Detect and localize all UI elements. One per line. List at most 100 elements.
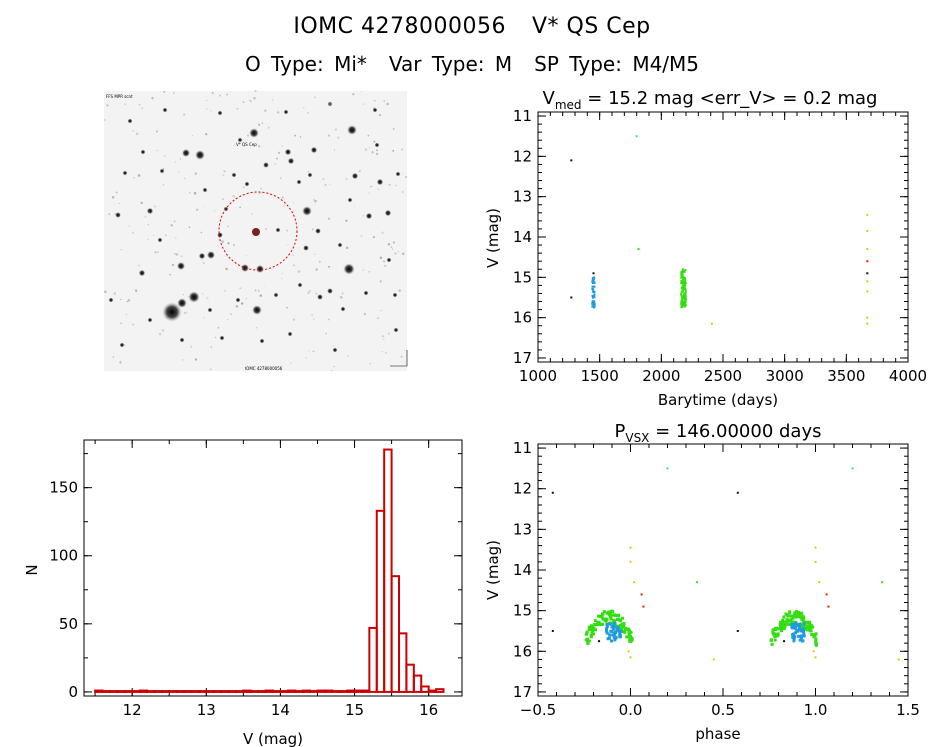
phase-point [624, 627, 628, 631]
phase-point [666, 467, 669, 470]
phase-point [589, 625, 593, 629]
finder-faint-star [306, 111, 310, 115]
phase-point [599, 614, 603, 618]
histogram-bar [323, 689, 334, 693]
sp-type: SP Type: M4/M5 [534, 52, 700, 76]
finder-star [249, 128, 259, 138]
phase-point [772, 632, 776, 636]
data-point [681, 273, 684, 276]
finder-faint-star [281, 196, 284, 199]
finder-faint-star [178, 171, 180, 173]
finder-faint-star [213, 209, 216, 212]
data-point [680, 281, 683, 284]
finder-star [287, 331, 293, 337]
finder-star [244, 181, 250, 187]
finder-star [327, 288, 333, 294]
finder-faint-star [398, 289, 401, 292]
phase-point [608, 611, 612, 615]
phase-point [589, 627, 593, 631]
finder-faint-star [157, 251, 159, 253]
finder-faint-star [290, 362, 292, 364]
finder-faint-star [126, 300, 129, 303]
finder-faint-star [371, 151, 374, 154]
phase-point [798, 611, 802, 615]
data-point [591, 295, 594, 298]
finder-star [395, 171, 401, 177]
data-point [680, 292, 683, 295]
finder-faint-star [333, 149, 336, 151]
finder-star [374, 142, 380, 148]
phase-point [801, 630, 805, 634]
data-point [866, 229, 869, 232]
phase-point [801, 639, 805, 643]
phase-point [608, 614, 612, 618]
finder-faint-star [210, 110, 212, 112]
data-point [684, 289, 687, 292]
finder-faint-star [141, 107, 143, 109]
y-tick-label: 50 [59, 615, 78, 633]
phase-point [608, 621, 612, 625]
finder-faint-star [377, 188, 379, 191]
phase-point [589, 633, 593, 637]
finder-faint-star [360, 235, 363, 238]
phase-point [608, 622, 612, 626]
phase-point [604, 619, 608, 623]
data-point [683, 300, 686, 303]
phase-point [612, 622, 616, 626]
finder-faint-star [319, 260, 321, 263]
finder-star [237, 137, 243, 143]
finder-faint-star [147, 223, 150, 226]
x-tick-label: −0.5 [520, 701, 556, 719]
finder-faint-star [294, 134, 297, 137]
phase-point [802, 626, 806, 630]
finder-star [393, 327, 399, 333]
finder-faint-star [362, 269, 365, 271]
finder-faint-star [362, 214, 364, 217]
finder-faint-star [390, 246, 393, 248]
finder-faint-star [232, 194, 235, 198]
finder-star [179, 337, 185, 343]
phase-point [800, 615, 804, 619]
finder-faint-star [286, 306, 288, 309]
histogram-bar [420, 685, 430, 693]
phase-point [614, 624, 618, 628]
phase-title: PVSX = 146.00000 days [615, 421, 822, 445]
finder-faint-star [358, 170, 362, 173]
finder-faint-star [215, 336, 217, 339]
finder-faint-star [103, 119, 106, 121]
y-tick-label: 13 [513, 188, 532, 206]
data-point [684, 296, 687, 299]
data-point [681, 298, 684, 301]
data-point [683, 294, 686, 297]
finder-star [273, 292, 279, 298]
phase-point [619, 623, 623, 627]
phase-point [587, 628, 591, 632]
finder-faint-star [183, 113, 186, 116]
finder-star [307, 172, 313, 178]
finder-star [207, 251, 215, 259]
phase-point [813, 633, 817, 637]
data-point [680, 287, 683, 290]
y-tick-label: 15 [513, 268, 532, 286]
phase-point [800, 628, 804, 632]
phase-point [792, 623, 796, 627]
data-point [680, 273, 683, 276]
data-point [684, 282, 687, 285]
data-point [592, 290, 595, 293]
finder-faint-star [248, 99, 250, 101]
phase-point [601, 622, 605, 626]
data-point [681, 275, 684, 278]
finder-faint-star [375, 152, 379, 156]
finder-faint-star [106, 104, 109, 107]
finder-faint-star [148, 211, 150, 213]
data-point [680, 279, 683, 282]
phase-point [619, 629, 623, 633]
finder-faint-star [134, 289, 138, 292]
x-tick-label: 15 [345, 701, 364, 719]
data-point [684, 300, 687, 303]
finder-faint-star [191, 135, 193, 137]
data-point [682, 296, 685, 299]
y-tick-label: 14 [513, 228, 532, 246]
phase-point [616, 613, 620, 617]
phase-point [593, 623, 597, 627]
